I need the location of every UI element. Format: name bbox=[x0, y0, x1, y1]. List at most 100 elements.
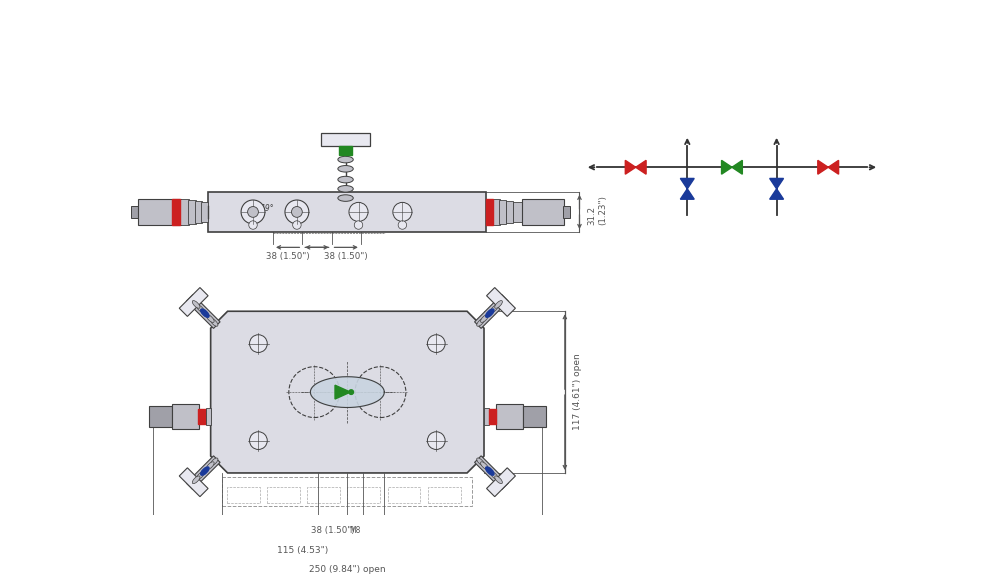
Bar bbox=[496, 404, 523, 428]
Polygon shape bbox=[680, 178, 694, 189]
Polygon shape bbox=[828, 160, 839, 174]
Bar bbox=[180, 199, 189, 225]
Bar bbox=[486, 199, 493, 225]
Polygon shape bbox=[211, 312, 484, 473]
Circle shape bbox=[248, 207, 258, 217]
Ellipse shape bbox=[486, 309, 494, 317]
Ellipse shape bbox=[338, 177, 353, 183]
Ellipse shape bbox=[490, 471, 498, 479]
Ellipse shape bbox=[206, 462, 214, 470]
Text: 19°: 19° bbox=[261, 204, 274, 213]
Bar bbox=[522, 199, 564, 225]
Circle shape bbox=[354, 221, 363, 229]
Ellipse shape bbox=[192, 301, 200, 308]
Polygon shape bbox=[310, 377, 384, 408]
Ellipse shape bbox=[201, 467, 209, 475]
Bar bbox=[499, 200, 506, 224]
Bar bbox=[506, 201, 513, 223]
Polygon shape bbox=[722, 160, 732, 174]
Bar bbox=[227, 487, 260, 503]
Polygon shape bbox=[487, 288, 515, 316]
Circle shape bbox=[241, 200, 265, 224]
Bar bbox=[428, 487, 461, 503]
Bar bbox=[307, 487, 340, 503]
Circle shape bbox=[293, 221, 301, 229]
Polygon shape bbox=[636, 160, 646, 174]
Polygon shape bbox=[186, 295, 220, 328]
Circle shape bbox=[349, 390, 353, 394]
Ellipse shape bbox=[192, 476, 200, 483]
Bar bbox=[563, 206, 570, 218]
Bar bbox=[188, 200, 196, 224]
Text: 115 (4.53"): 115 (4.53") bbox=[277, 546, 329, 555]
Circle shape bbox=[393, 203, 412, 222]
Circle shape bbox=[250, 432, 267, 449]
Bar bbox=[198, 409, 206, 424]
Ellipse shape bbox=[495, 476, 502, 483]
Polygon shape bbox=[179, 468, 208, 497]
Polygon shape bbox=[186, 456, 220, 490]
Ellipse shape bbox=[210, 458, 218, 466]
Polygon shape bbox=[179, 288, 208, 316]
Polygon shape bbox=[818, 160, 828, 174]
Bar bbox=[195, 201, 202, 223]
Bar bbox=[493, 199, 500, 225]
Polygon shape bbox=[770, 178, 784, 189]
Polygon shape bbox=[680, 189, 694, 199]
Bar bbox=[267, 487, 300, 503]
Polygon shape bbox=[732, 160, 742, 174]
Ellipse shape bbox=[338, 166, 353, 172]
Ellipse shape bbox=[338, 195, 353, 201]
Circle shape bbox=[427, 432, 445, 449]
Ellipse shape bbox=[495, 301, 502, 308]
Bar bbox=[206, 408, 211, 425]
Bar bbox=[489, 409, 496, 424]
Ellipse shape bbox=[338, 156, 353, 163]
Bar bbox=[388, 487, 420, 503]
Polygon shape bbox=[625, 160, 636, 174]
Bar bbox=[512, 201, 522, 222]
Circle shape bbox=[250, 335, 267, 353]
Bar bbox=[149, 405, 172, 427]
Ellipse shape bbox=[490, 305, 498, 313]
Bar bbox=[523, 405, 546, 427]
Bar bbox=[172, 199, 180, 225]
Circle shape bbox=[349, 203, 368, 222]
Text: 31.2
(1.23"): 31.2 (1.23") bbox=[587, 196, 607, 225]
Ellipse shape bbox=[477, 458, 484, 466]
Ellipse shape bbox=[197, 305, 204, 313]
Text: M8: M8 bbox=[349, 526, 361, 535]
Ellipse shape bbox=[481, 315, 488, 323]
Circle shape bbox=[285, 200, 309, 224]
Bar bbox=[131, 206, 138, 218]
Bar bbox=[484, 408, 489, 425]
Ellipse shape bbox=[481, 462, 488, 470]
Circle shape bbox=[398, 221, 407, 229]
Bar bbox=[347, 487, 380, 503]
Circle shape bbox=[427, 335, 445, 353]
Text: 38 (1.50"): 38 (1.50") bbox=[266, 252, 309, 261]
Ellipse shape bbox=[486, 467, 494, 475]
Ellipse shape bbox=[197, 471, 204, 479]
Ellipse shape bbox=[338, 185, 353, 192]
Bar bbox=[222, 477, 472, 506]
Text: 38 (1.50"): 38 (1.50") bbox=[311, 526, 355, 535]
Bar bbox=[321, 133, 370, 146]
Circle shape bbox=[292, 207, 302, 217]
Circle shape bbox=[249, 221, 257, 229]
Text: 117 (4.61") open: 117 (4.61") open bbox=[573, 354, 582, 430]
Polygon shape bbox=[770, 189, 784, 199]
Polygon shape bbox=[475, 295, 508, 328]
Polygon shape bbox=[335, 385, 350, 399]
Text: 38 (1.50"): 38 (1.50") bbox=[324, 252, 368, 261]
Bar bbox=[172, 404, 199, 428]
Ellipse shape bbox=[201, 309, 209, 317]
Ellipse shape bbox=[210, 318, 218, 326]
Ellipse shape bbox=[477, 318, 484, 326]
Bar bbox=[201, 201, 208, 222]
Text: 250 (9.84") open: 250 (9.84") open bbox=[309, 565, 386, 574]
Bar bbox=[339, 146, 352, 155]
Ellipse shape bbox=[206, 315, 214, 323]
Polygon shape bbox=[487, 468, 515, 497]
Polygon shape bbox=[475, 456, 508, 490]
